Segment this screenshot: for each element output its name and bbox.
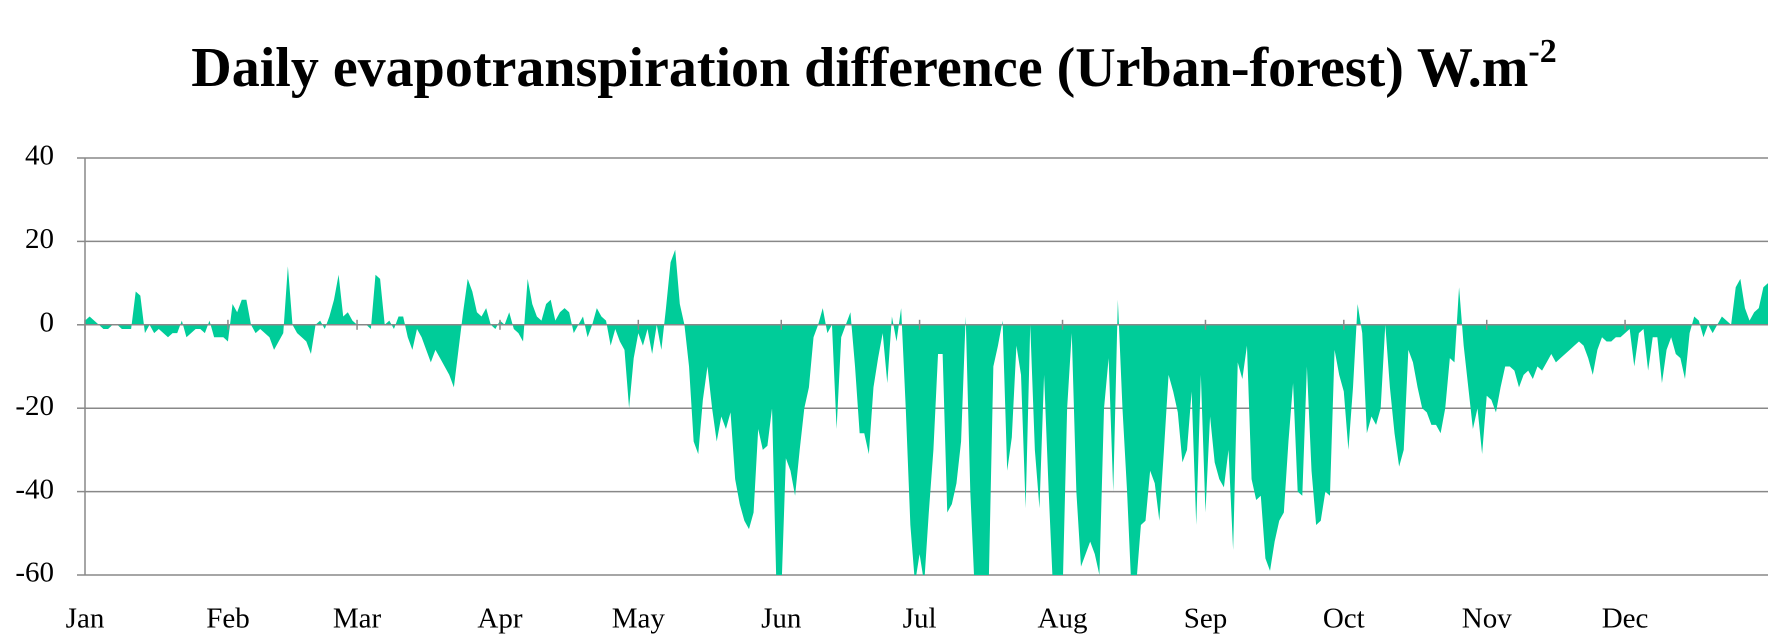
y-tick-label: 20	[25, 223, 54, 255]
x-tick-label: May	[612, 603, 666, 635]
x-tick-label: Oct	[1323, 603, 1365, 635]
x-tick-label: Apr	[477, 603, 522, 635]
title-main: Daily evapotranspiration difference (Urb…	[191, 37, 1528, 99]
x-tick-label: Jan	[66, 603, 105, 635]
x-tick-label: Jun	[761, 603, 802, 635]
x-tick-label: Aug	[1038, 603, 1088, 635]
x-tick-label: Nov	[1462, 603, 1512, 635]
y-tick-label: -60	[15, 557, 54, 589]
x-tick-label: Dec	[1602, 603, 1649, 635]
y-tick-label: -20	[15, 390, 54, 422]
title-superscript: -2	[1528, 33, 1556, 70]
chart-title: Daily evapotranspiration difference (Urb…	[191, 33, 1556, 99]
y-tick-label: 40	[25, 140, 54, 172]
y-tick-label: -40	[15, 473, 54, 505]
x-tick-label: Feb	[206, 603, 250, 635]
x-tick-label: Jul	[903, 603, 937, 635]
x-tick-label: Sep	[1184, 603, 1228, 635]
area	[85, 249, 1768, 575]
y-tick-label: 0	[40, 306, 55, 338]
x-tick-label: Mar	[333, 603, 382, 635]
